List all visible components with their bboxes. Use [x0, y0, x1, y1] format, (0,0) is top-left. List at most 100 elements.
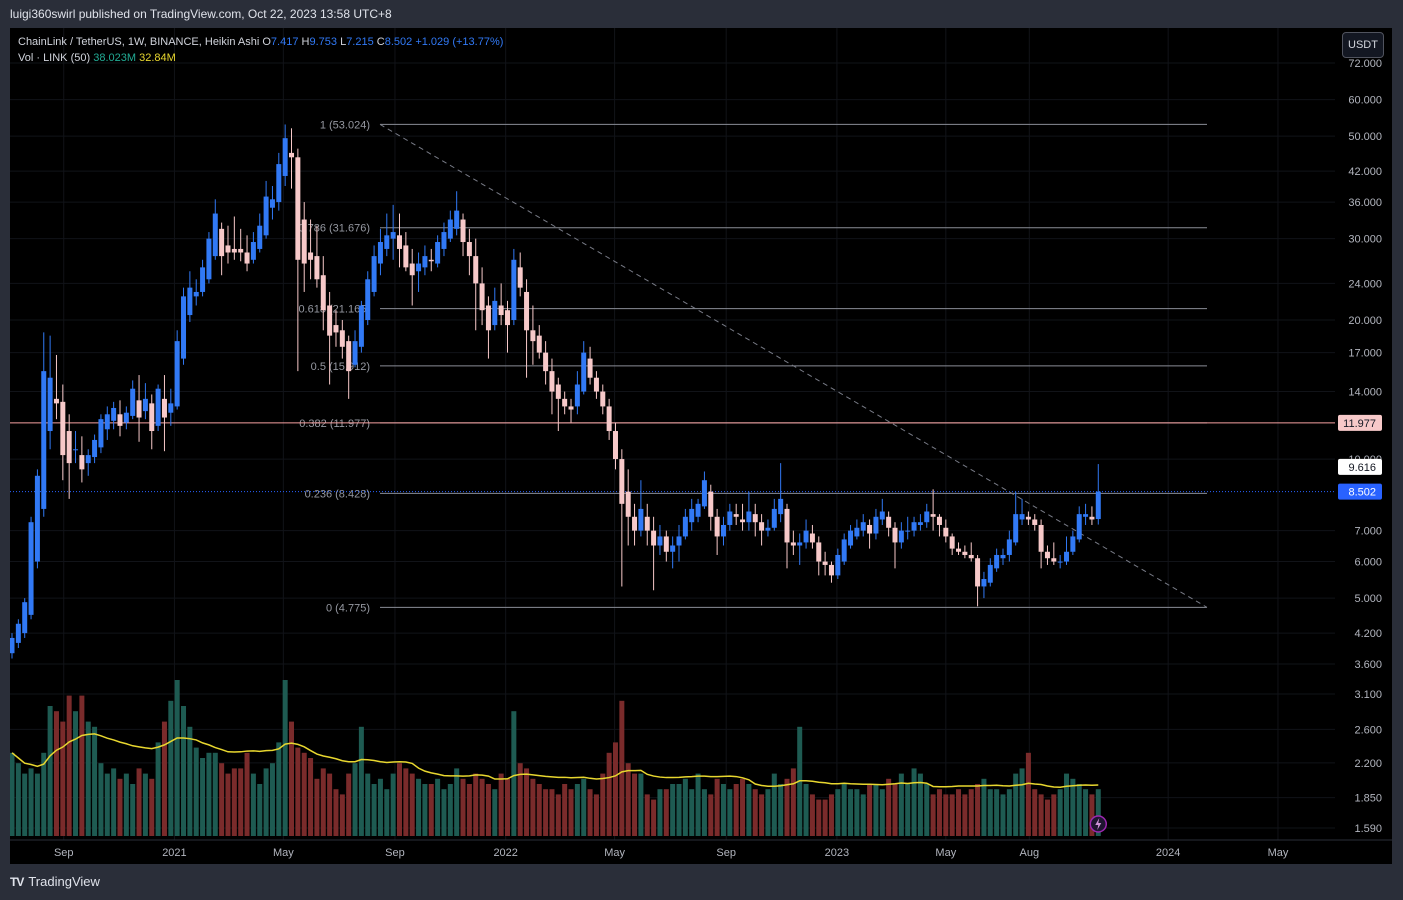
volume-bar [10, 752, 15, 836]
candle-body [269, 199, 275, 208]
candle-body [562, 398, 568, 407]
price-label-text: 11.977 [1343, 418, 1376, 430]
volume-bar [504, 778, 510, 836]
candle-body [466, 242, 472, 257]
candle-body [879, 511, 885, 520]
volume-bar [53, 711, 59, 836]
volume-bar [867, 784, 873, 836]
candle-body [219, 228, 225, 257]
price-axis-tick-label: 5.000 [1354, 593, 1382, 605]
candle-body [498, 305, 504, 316]
volume-bar [225, 773, 231, 836]
volume-bar [917, 773, 923, 836]
candle-body [409, 263, 415, 276]
volume-bar [771, 773, 777, 836]
price-axis-tick-label: 4.200 [1354, 628, 1382, 640]
time-axis [10, 840, 1392, 864]
volume-bar [746, 784, 752, 836]
time-axis-tick-label: 2024 [1156, 847, 1180, 859]
volume-bar [816, 799, 822, 836]
volume-bar [263, 768, 269, 836]
candle-body [485, 305, 491, 331]
candle-body [403, 245, 409, 268]
price-axis-tick-label: 42.000 [1348, 166, 1382, 178]
volume-bar [860, 794, 866, 836]
price-axis-tick-label: 2.200 [1354, 758, 1382, 770]
footer: TV TradingView [0, 864, 1403, 900]
candle-body [956, 548, 962, 552]
volume-bar [314, 778, 320, 836]
candle-body [111, 407, 117, 421]
volume-bar [193, 747, 199, 836]
volume-bar [689, 789, 695, 836]
candle-body [790, 542, 796, 546]
volume-bar [765, 789, 771, 836]
candle-body [854, 527, 860, 537]
volume-bar [1089, 794, 1095, 836]
currency-button[interactable]: USDT [1342, 32, 1384, 58]
candle-body [651, 530, 657, 546]
volume-bar [835, 789, 841, 836]
volume-bar [365, 773, 371, 836]
publish-info: luigi360swirl published on TradingView.c… [10, 7, 392, 21]
legend-high-label: H [301, 36, 310, 48]
volume-bar [562, 784, 568, 836]
volume-bar [244, 752, 250, 836]
candle-body [225, 245, 231, 253]
chart-area[interactable]: 1 (53.024) 0.786 (31.676) 0.618 (21.165) 0.… [10, 28, 1392, 864]
volume-bar [727, 789, 733, 836]
candle-body [1032, 519, 1038, 525]
volume-bar [809, 794, 815, 836]
candle-body [73, 449, 79, 451]
volume-bar [320, 768, 326, 836]
volume-bar [905, 784, 911, 836]
volume-bar [123, 773, 129, 836]
volume-bar [682, 778, 688, 836]
candle-body [949, 536, 955, 549]
tradingview-brand[interactable]: TV TradingView [10, 874, 100, 889]
candle-body [860, 522, 866, 531]
volume-bar [898, 773, 904, 836]
candle-body [663, 536, 669, 552]
volume-bar [117, 778, 123, 836]
fib-level-label: 0 (4.775) [326, 602, 370, 614]
candle-body [873, 516, 879, 534]
volume-bar [276, 742, 282, 836]
candle-body [867, 524, 873, 534]
candle-body [314, 256, 320, 280]
candle-body [905, 530, 911, 532]
candle-body [1038, 524, 1044, 552]
volume-bar [943, 794, 949, 836]
volume-bar [612, 742, 618, 836]
candle-body [352, 341, 358, 365]
fib-level-label: 0.5 (15.912) [311, 361, 370, 373]
price-axis-tick-label: 7.000 [1354, 526, 1382, 538]
candle-body [244, 252, 250, 264]
volume-bar [848, 789, 854, 836]
volume-bar [701, 789, 707, 836]
volume-bar [524, 768, 530, 836]
candle-body [632, 516, 638, 531]
candle-body [930, 514, 936, 517]
candle-body [555, 384, 561, 399]
candle-body [1025, 516, 1031, 520]
candle-body [784, 508, 790, 543]
candle-body [1064, 551, 1070, 562]
volume-bar [587, 789, 593, 836]
candle-body [689, 508, 695, 523]
price-axis-tick-label: 60.000 [1348, 95, 1382, 107]
candle-body [276, 164, 282, 203]
price-chart[interactable]: 1 (53.024) 0.786 (31.676) 0.618 (21.165) 0.… [10, 28, 1392, 864]
volume-bar [555, 794, 561, 836]
publish-header: luigi360swirl published on TradingView.c… [0, 0, 1403, 28]
candle-body [397, 235, 403, 249]
candle-body [142, 398, 148, 412]
volume-bar [854, 789, 860, 836]
candle-body [187, 287, 193, 316]
candle-body [797, 542, 803, 546]
candle-body [701, 480, 707, 507]
candle-body [136, 400, 142, 418]
volume-bar [841, 784, 847, 836]
volume-bar [663, 789, 669, 836]
legend-symbol: ChainLink / TetherUS, 1W, BINANCE, Heiki… [18, 36, 260, 48]
